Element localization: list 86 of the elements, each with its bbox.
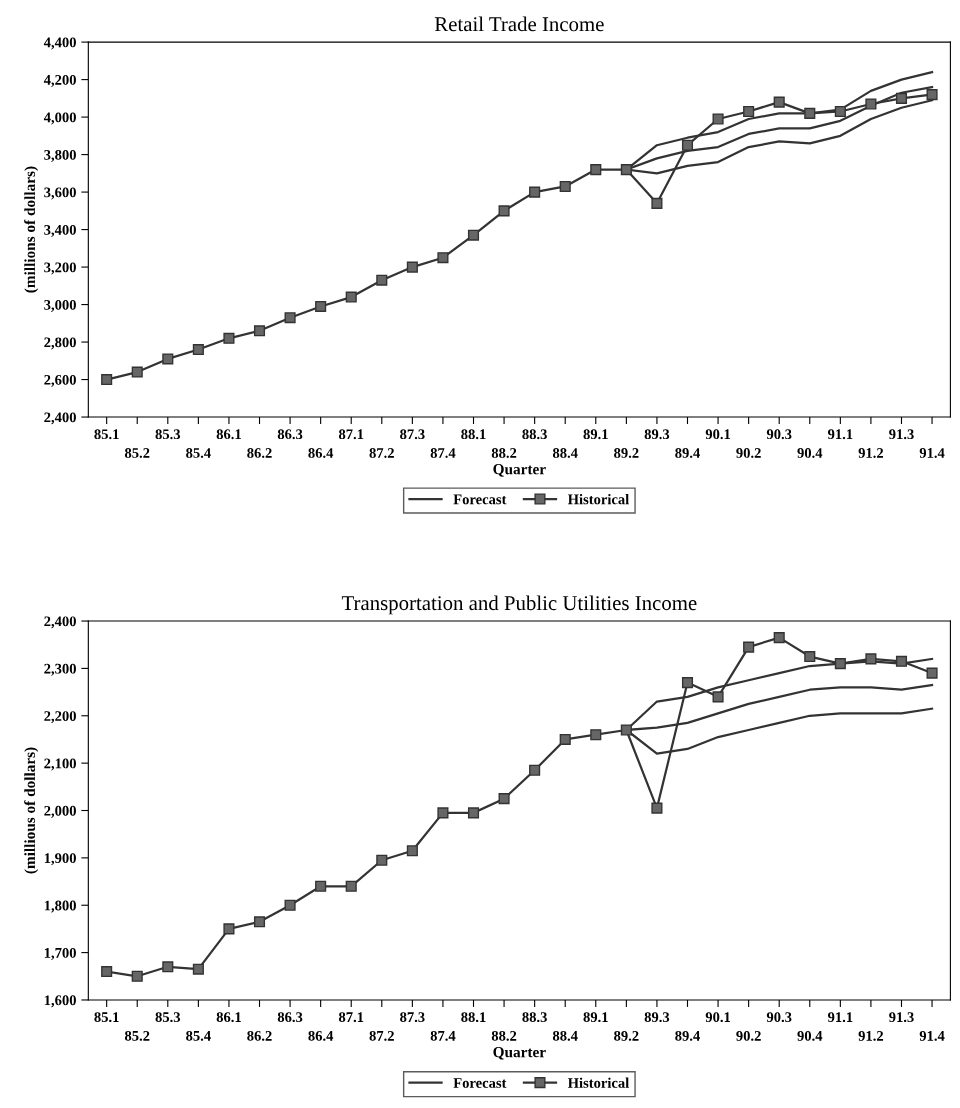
y-tick-label: 2,100: [44, 758, 76, 771]
x-tick-label: 85.4: [186, 1030, 211, 1041]
x-tick-label: 90.4: [797, 448, 823, 458]
y-tick-label: 3,600: [44, 187, 76, 200]
x-tick-label: 88.1: [461, 1012, 486, 1023]
x-tick-label: 90.2: [736, 448, 761, 458]
x-tick-label: 88.3: [522, 429, 547, 440]
legend-label: Forecast: [453, 494, 507, 505]
chart-title: Transportation and Public Utilities Income: [341, 595, 697, 615]
x-tick-label: 91.2: [858, 1030, 884, 1041]
x-tick-label: 88.4: [552, 1030, 578, 1041]
y-tick-label: 2,000: [44, 805, 76, 818]
y-axis-title: (millious of dollars): [24, 747, 39, 874]
x-tick-label: 85.2: [124, 448, 150, 458]
x-tick-label: 91.1: [827, 1012, 853, 1023]
y-tick-label: 2,600: [44, 374, 76, 387]
x-tick-label: 91.3: [889, 429, 914, 440]
y-tick-label: 1,900: [44, 853, 76, 866]
x-tick-label: 85.3: [155, 429, 181, 440]
x-tick-label: 90.2: [736, 1030, 761, 1041]
x-tick-label: 91.1: [827, 429, 853, 440]
y-tick-label: 2,800: [44, 337, 76, 350]
x-tick-label: 87.2: [369, 448, 394, 458]
x-tick-label: 85.1: [94, 1012, 119, 1023]
y-axis-title: (millions of dollars): [24, 166, 39, 293]
x-tick-label: 87.1: [338, 429, 364, 440]
y-tick-label: 3,000: [44, 299, 76, 312]
x-tick-label: 89.4: [675, 1030, 700, 1041]
x-tick-label: 85.1: [94, 429, 119, 440]
x-tick-label: 86.2: [247, 1030, 272, 1041]
y-tick-label: 1,600: [44, 995, 76, 1008]
x-tick-label: 89.2: [614, 1030, 639, 1041]
x-tick-label: 89.4: [675, 448, 700, 458]
y-tick-label: 2,300: [44, 663, 76, 676]
chart-title: Retail Trade Income: [434, 16, 604, 32]
y-tick-label: 3,800: [44, 149, 76, 162]
y-tick-label: 2,400: [44, 616, 76, 629]
x-tick-label: 86.3: [277, 429, 303, 440]
x-tick-label: 86.3: [277, 1012, 303, 1023]
y-tick-label: 3,200: [44, 262, 76, 275]
x-tick-label: 91.3: [889, 1012, 914, 1023]
x-tick-label: 90.3: [766, 429, 792, 440]
x-tick-label: 87.3: [400, 1012, 425, 1023]
y-tick-label: 3,400: [44, 224, 76, 237]
x-tick-label: 86.1: [216, 1012, 241, 1023]
x-tick-label: 90.1: [705, 1012, 731, 1023]
x-tick-label: 89.1: [583, 1012, 608, 1023]
y-tick-label: 4,000: [43, 112, 76, 125]
x-tick-label: 85.3: [155, 1012, 181, 1023]
legend-label: Historical: [567, 1077, 629, 1088]
x-tick-label: 88.2: [491, 448, 517, 458]
y-tick-label: 2,200: [44, 711, 76, 724]
x-tick-label: 88.4: [552, 448, 578, 458]
x-tick-label: 90.4: [797, 1030, 823, 1041]
x-tick-label: 87.1: [338, 1012, 364, 1023]
x-tick-label: 87.4: [430, 448, 456, 458]
x-tick-label: 87.2: [369, 1030, 394, 1041]
x-axis-title: Quarter: [493, 464, 546, 477]
x-tick-label: 89.2: [614, 448, 639, 458]
x-axis-title: Quarter: [493, 1047, 546, 1060]
x-tick-label: 86.4: [308, 1030, 334, 1041]
x-tick-label: 88.3: [522, 1012, 547, 1023]
x-tick-label: 91.4: [919, 448, 945, 458]
x-tick-label: 90.3: [766, 1012, 792, 1023]
y-tick-label: 4,400: [43, 37, 76, 50]
y-tick-label: 4,200: [43, 74, 76, 87]
x-tick-label: 88.2: [491, 1030, 517, 1041]
y-tick-label: 1,800: [44, 900, 76, 913]
y-tick-label: 1,700: [44, 947, 76, 960]
x-tick-label: 86.2: [247, 448, 272, 458]
x-tick-label: 86.1: [216, 429, 241, 440]
y-tick-label: 2,400: [44, 412, 76, 425]
legend-label: Historical: [567, 494, 629, 505]
x-tick-label: 87.3: [400, 429, 425, 440]
x-tick-label: 85.4: [186, 448, 211, 458]
legend-label: Forecast: [453, 1078, 507, 1088]
x-tick-label: 85.2: [124, 1030, 150, 1041]
x-tick-label: 89.3: [644, 429, 670, 440]
x-tick-label: 88.1: [461, 429, 486, 440]
x-tick-label: 91.2: [858, 448, 884, 458]
x-tick-label: 87.4: [430, 1030, 456, 1041]
x-tick-label: 91.4: [919, 1030, 945, 1041]
x-tick-label: 90.1: [705, 429, 731, 440]
x-tick-label: 89.1: [583, 429, 608, 440]
x-tick-label: 89.3: [644, 1012, 670, 1023]
x-tick-label: 86.4: [308, 448, 334, 458]
